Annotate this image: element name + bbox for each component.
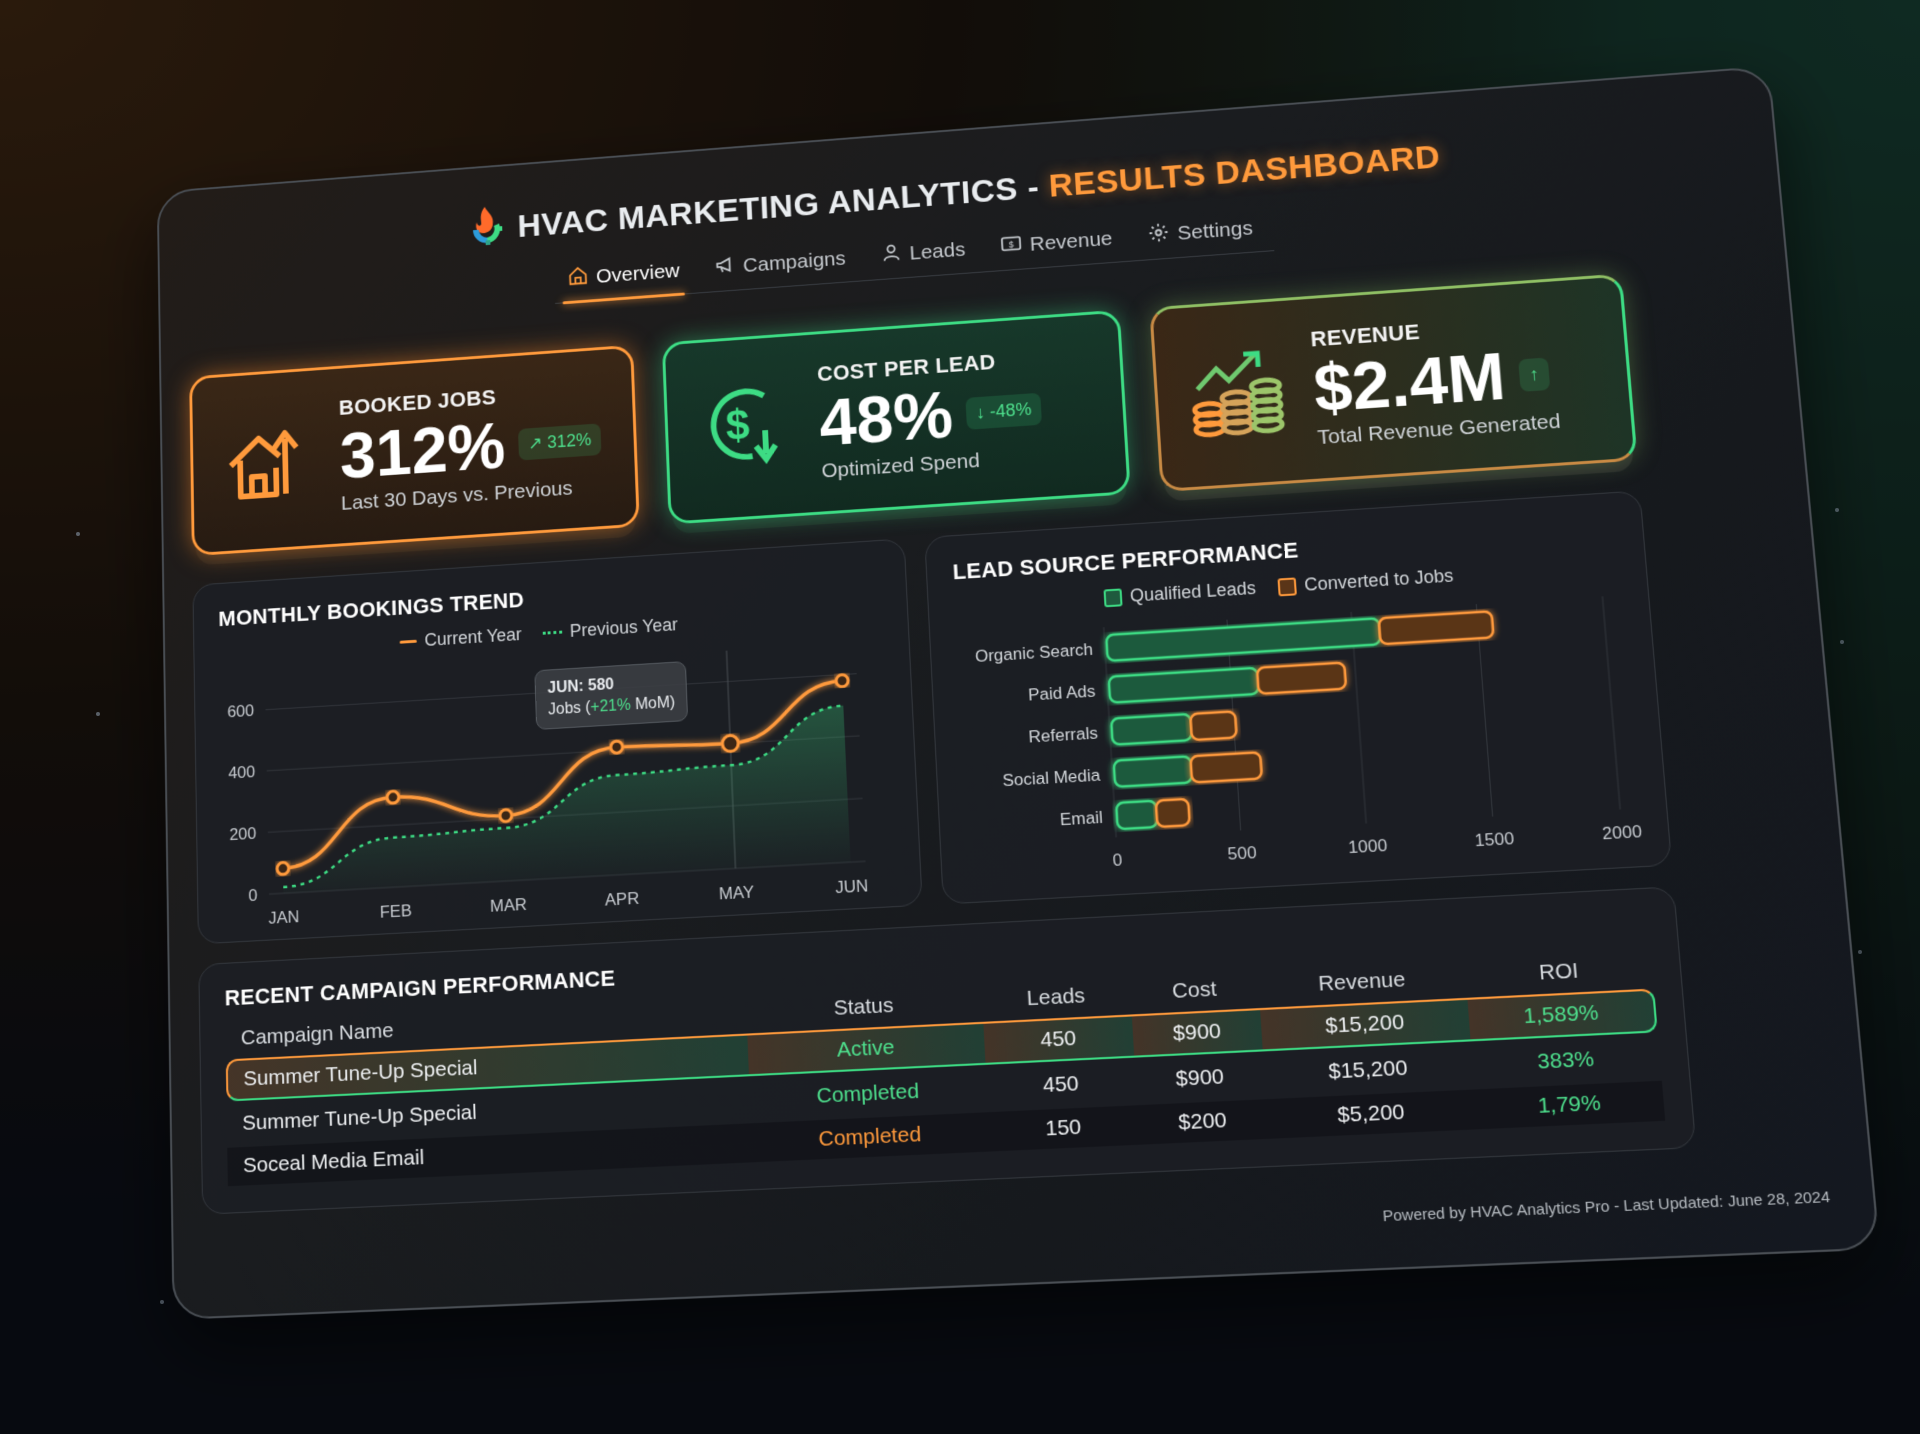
- tab-label: Revenue: [1029, 227, 1114, 256]
- svg-text:JUN: JUN: [835, 876, 869, 897]
- roi-cell: 1,79%: [1473, 1080, 1666, 1130]
- column-header[interactable]: ROI: [1538, 958, 1580, 985]
- svg-text:MAY: MAY: [719, 882, 755, 903]
- gear-icon: [1147, 221, 1170, 249]
- monthly-bookings-panel: MONTHLY BOOKINGS TREND Current Year Prev…: [192, 538, 923, 945]
- svg-text:FEB: FEB: [380, 901, 412, 922]
- svg-text:MAR: MAR: [490, 895, 527, 916]
- svg-text:1500: 1500: [1474, 829, 1515, 851]
- leads-cell: 150: [987, 1105, 1140, 1152]
- tab-campaigns[interactable]: Campaigns: [714, 246, 847, 282]
- tab-label: Leads: [909, 238, 966, 265]
- svg-text:Organic Search: Organic Search: [975, 640, 1094, 666]
- svg-text:Social Media: Social Media: [1002, 765, 1101, 790]
- status-badge: Active: [747, 1021, 986, 1077]
- svg-text:Referrals: Referrals: [1028, 723, 1098, 746]
- qualified-swatch: [1103, 587, 1123, 607]
- kpi-cost-per-lead[interactable]: $ COST PER LEAD 48% ↓ -48% Optimized Spe…: [661, 309, 1131, 525]
- chart-tooltip: JUN: 580 Jobs (+21% MoM): [534, 660, 689, 731]
- svg-text:400: 400: [228, 763, 255, 783]
- dollar-down-icon: $: [695, 374, 796, 481]
- kpi-revenue[interactable]: REVENUE $2.4M ↑ Total Revenue Generated: [1149, 273, 1638, 493]
- background-star: [1835, 508, 1839, 512]
- trend-badge: ↑: [1518, 356, 1551, 392]
- background-star: [160, 1300, 164, 1304]
- dashboard-board: HVAC MARKETING ANALYTICS - RESULTS DASHB…: [156, 65, 1881, 1320]
- bar-chart[interactable]: 0 500 1000 1500 2000 Organic Search Paid Ads Re…: [954, 585, 1646, 896]
- campaign-performance-panel: RECENT CAMPAIGN PERFORMANCE Campaign Nam…: [198, 886, 1697, 1215]
- svg-text:JAN: JAN: [268, 907, 299, 928]
- tab-label: Campaigns: [742, 247, 847, 277]
- title-accent: RESULTS DASHBOARD: [1047, 138, 1442, 205]
- svg-text:0: 0: [1112, 850, 1123, 870]
- cost-cell: $900: [1175, 1064, 1225, 1091]
- legend-label: Converted to Jobs: [1303, 565, 1454, 595]
- svg-text:$: $: [1008, 239, 1014, 249]
- flame-gear-icon: [466, 204, 505, 256]
- background-star: [1840, 640, 1844, 644]
- tooltip-text: MoM): [630, 693, 676, 714]
- svg-text:0: 0: [248, 886, 257, 905]
- line-chart[interactable]: 0 200 400 600 JAN FEB MAR APR MAY JUN: [217, 631, 897, 936]
- megaphone-icon: [714, 254, 736, 282]
- column-header[interactable]: Cost: [1171, 977, 1218, 1004]
- revenue-cell: $15,200: [1259, 997, 1471, 1052]
- svg-text:2000: 2000: [1602, 822, 1643, 844]
- kpi-value: 48%: [817, 377, 955, 461]
- background-star: [96, 712, 100, 716]
- dollar-bill-icon: $: [1000, 232, 1023, 260]
- cost-cell: $200: [1136, 1099, 1269, 1145]
- current-year-swatch: [399, 639, 417, 644]
- leads-cell: 450: [982, 1014, 1135, 1065]
- revenue-cell: $15,200: [1327, 1056, 1409, 1084]
- svg-text:1000: 1000: [1348, 836, 1388, 858]
- svg-text:200: 200: [229, 824, 256, 844]
- column-header[interactable]: Leads: [1026, 983, 1086, 1011]
- home-icon: [567, 265, 589, 293]
- title-main: HVAC MARKETING ANALYTICS -: [516, 168, 1050, 245]
- svg-text:Paid Ads: Paid Ads: [1028, 682, 1096, 705]
- kpi-booked-jobs[interactable]: BOOKED JOBS 312% ↗ 312% Last 30 Days vs.…: [189, 344, 640, 557]
- svg-text:Email: Email: [1059, 808, 1103, 830]
- footer-text: Powered by HVAC Analytics Pro - Last Upd…: [1382, 1188, 1831, 1226]
- trend-badge: ↗ 312%: [517, 422, 602, 461]
- tab-leads[interactable]: Leads: [880, 237, 966, 270]
- svg-text:APR: APR: [605, 889, 640, 910]
- trend-badge: ↓ -48%: [965, 392, 1043, 430]
- tab-overview[interactable]: Overview: [567, 258, 680, 293]
- user-icon: [880, 241, 903, 269]
- status-badge: Completed: [816, 1079, 920, 1108]
- kpi-value: $2.4M: [1311, 338, 1509, 427]
- kpi-value: 312%: [339, 409, 507, 493]
- leads-cell: 450: [1042, 1071, 1080, 1098]
- lead-source-panel: LEAD SOURCE PERFORMANCE Qualified Leads …: [924, 490, 1673, 905]
- svg-text:500: 500: [1227, 843, 1257, 864]
- nav-tabs: Overview Campaigns Leads $ Revenue Setti…: [553, 213, 1275, 304]
- tooltip-change: +21%: [590, 696, 632, 716]
- status-badge: Completed: [750, 1112, 990, 1163]
- background-star: [1858, 950, 1862, 954]
- roi-cell: 383%: [1536, 1047, 1595, 1074]
- svg-text:$: $: [725, 401, 751, 450]
- previous-year-swatch: [542, 630, 563, 635]
- legend-label: Current Year: [424, 624, 522, 650]
- tab-label: Overview: [595, 259, 681, 288]
- background-star: [76, 532, 80, 536]
- house-arrow-up-icon: [221, 408, 317, 514]
- tab-revenue[interactable]: $ Revenue: [1000, 226, 1113, 261]
- cost-cell: $900: [1131, 1008, 1263, 1058]
- tab-settings[interactable]: Settings: [1147, 215, 1254, 250]
- converted-swatch: [1277, 576, 1297, 596]
- roi-cell: 1,589%: [1467, 988, 1658, 1042]
- svg-text:600: 600: [227, 702, 254, 722]
- tab-label: Settings: [1176, 217, 1254, 245]
- column-header[interactable]: Revenue: [1317, 967, 1407, 996]
- revenue-cell: $5,200: [1265, 1089, 1477, 1139]
- coins-growth-icon: [1185, 339, 1292, 448]
- legend-label: Qualified Leads: [1129, 577, 1257, 606]
- legend-label: Previous Year: [569, 614, 679, 641]
- tooltip-text: Jobs (: [547, 698, 591, 719]
